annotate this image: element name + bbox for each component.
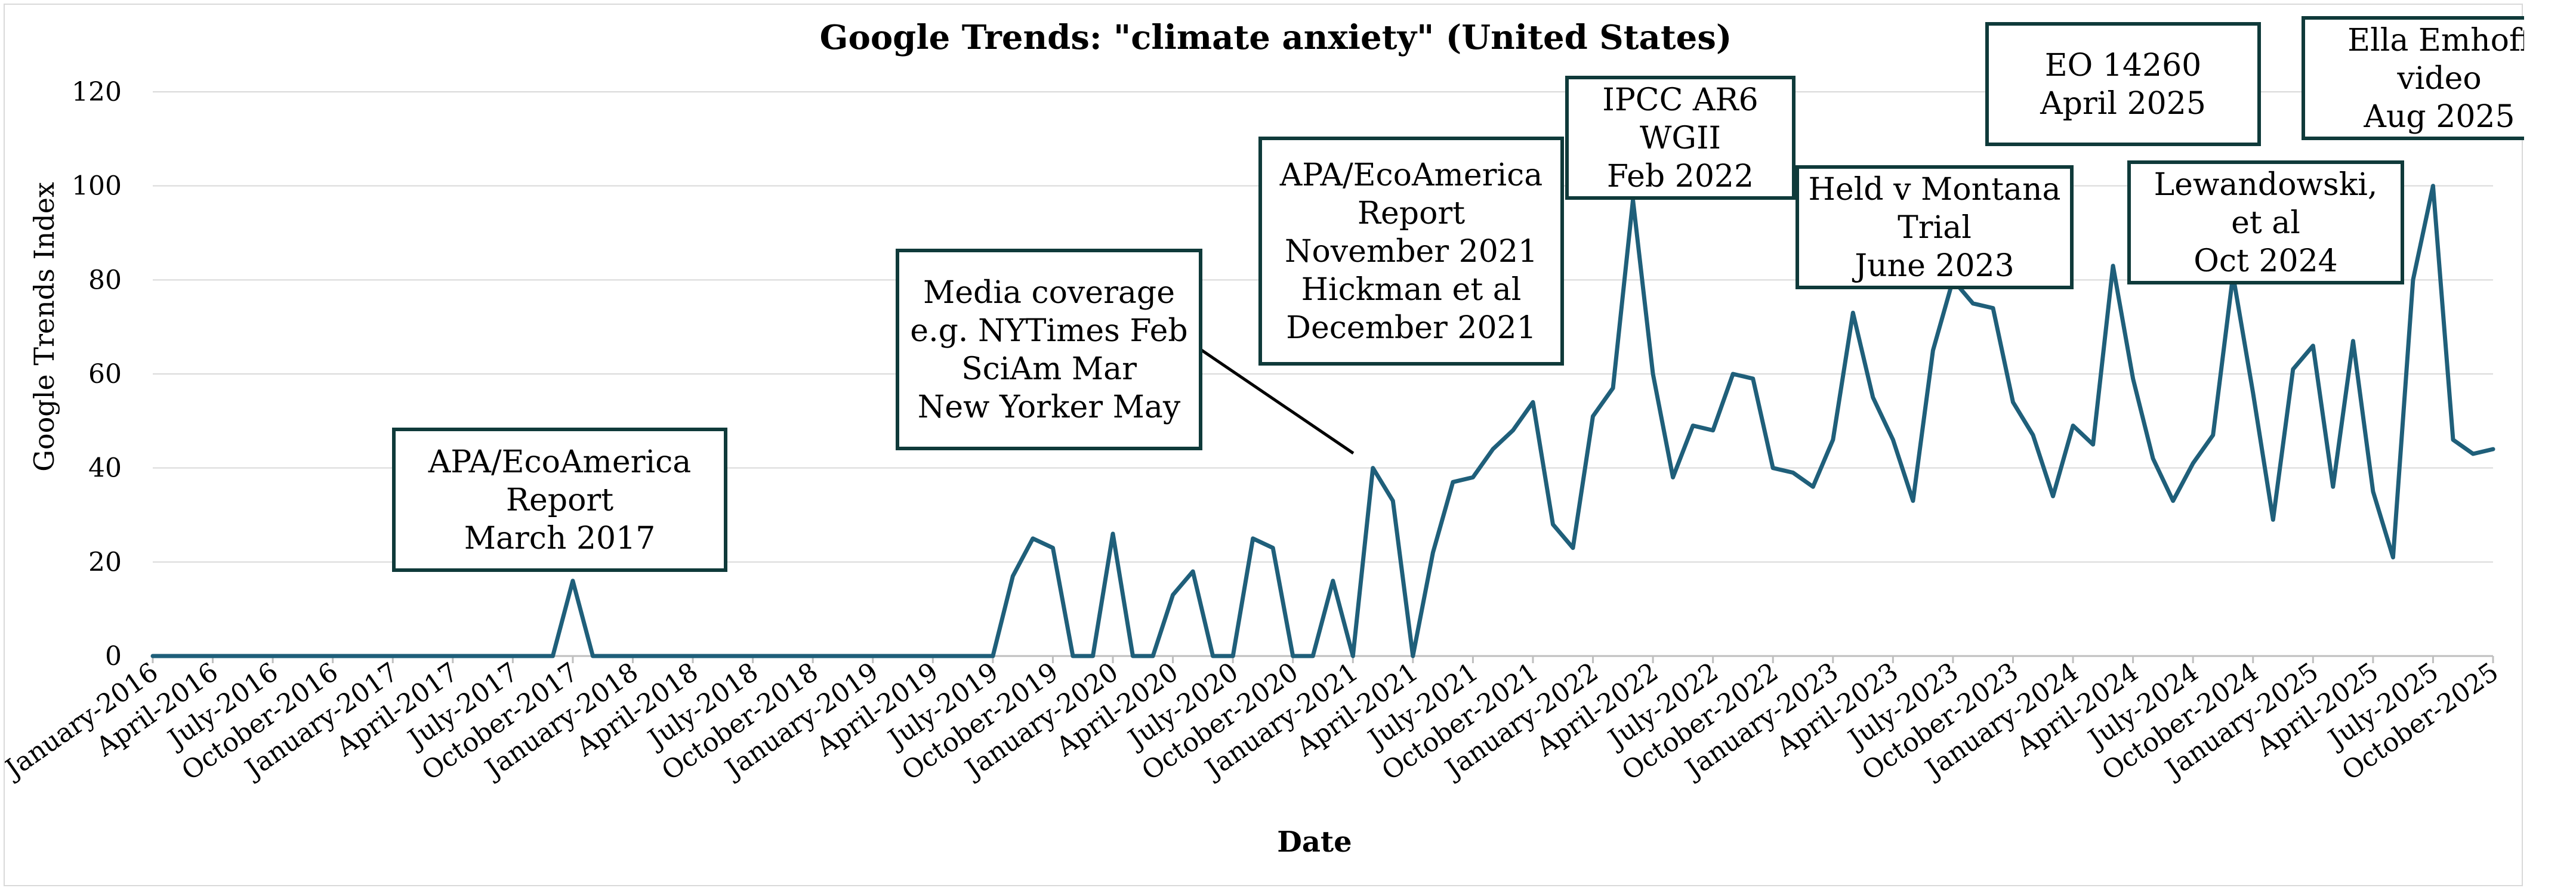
- y-axis-title: Google Trends Index: [28, 182, 60, 472]
- annotation-text: April 2025: [2040, 86, 2206, 122]
- annotation-frame: [392, 428, 727, 572]
- series-line-climate-anxiety: [150, 184, 2495, 658]
- annotation-text: IPCC AR6: [1602, 82, 1758, 118]
- annotation-frame: [2127, 160, 2404, 284]
- annotation-text: e.g. NYTimes Feb: [910, 313, 1187, 349]
- annotation-frame: [1258, 137, 1564, 366]
- y-tick-label: 100: [72, 171, 122, 202]
- y-tick-label: 20: [88, 547, 122, 577]
- annotation-text: EO 14260: [2045, 48, 2202, 83]
- y-tick-label: 60: [88, 359, 122, 389]
- annotation-text: SciAm Mar: [961, 351, 1137, 387]
- annotation-text: Held v Montana: [1809, 172, 2061, 208]
- y-tick-label: 120: [72, 77, 122, 107]
- annotation-text: Media coverage: [923, 275, 1175, 311]
- y-tick-label: 80: [88, 265, 122, 295]
- leader-layer: [1199, 348, 1355, 455]
- y-tick-label: 40: [88, 453, 122, 484]
- chart-title: Google Trends: "climate anxiety" (United…: [820, 18, 1732, 57]
- annotation-text: Feb 2022: [1607, 159, 1754, 194]
- annotation-text: Oct 2024: [2194, 243, 2338, 279]
- y-tick-layer: 0 20 40 60 80 100 120: [72, 77, 122, 672]
- annotation-text: video: [2396, 61, 2481, 97]
- series-layer: [150, 184, 2495, 658]
- annotation-text: December 2021: [1286, 310, 1536, 346]
- annotation-text: Ella Emhoff: [2347, 23, 2524, 58]
- annotation-frame: [1565, 76, 1796, 200]
- annotation-text: November 2021: [1285, 234, 1538, 270]
- annotation-text: WGII: [1640, 120, 1721, 156]
- x-tick-layer: January-2016April-2016July-2016October-2…: [0, 656, 2504, 787]
- annotation-frame: [896, 249, 1202, 450]
- x-axis-title: Date: [1277, 825, 1352, 859]
- annotation-text: New Yorker May: [918, 389, 1181, 425]
- chart-frame: 0 20 40 60 80 100 120 January-2016 April-2016 Ju…: [0, 4, 2576, 886]
- annotation-leader-line: [1199, 348, 1355, 455]
- annotation-text: Hickman et al: [1301, 272, 1522, 308]
- annotation-frame: [1796, 165, 2074, 289]
- annotation-text: Trial: [1898, 210, 1972, 246]
- annotation-text: APA/EcoAmerica: [428, 444, 691, 480]
- annotation-text: Report: [506, 482, 613, 518]
- annotation-text: et al: [2231, 205, 2300, 241]
- annotation-text: Aug 2025: [2363, 99, 2515, 135]
- annotation-text: Lewandowski,: [2154, 167, 2378, 203]
- annotation-text: Report: [1358, 196, 1465, 231]
- y-tick-label: 0: [105, 641, 122, 672]
- annotation-text: June 2023: [1852, 248, 2014, 284]
- annotation-text: APA/EcoAmerica: [1279, 157, 1542, 193]
- annotation-text: March 2017: [464, 521, 656, 556]
- chart-svg: 0 20 40 60 80 100 120 January-2016April-2016Ju…: [0, 16, 2576, 859]
- annotation-frame: [1985, 22, 2261, 146]
